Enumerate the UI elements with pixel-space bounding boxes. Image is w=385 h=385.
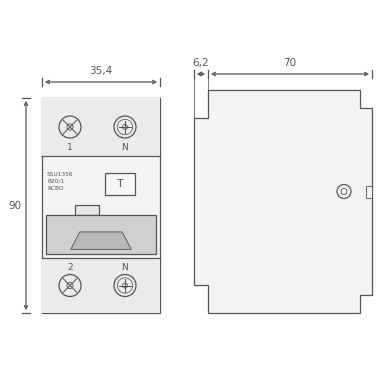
Bar: [42, 98, 160, 313]
Text: 1: 1: [67, 142, 73, 152]
Bar: [42, 258, 160, 313]
Text: N: N: [122, 142, 128, 152]
Text: RCBO: RCBO: [47, 186, 64, 191]
Text: B20/1: B20/1: [47, 179, 64, 184]
Text: 5SU1356: 5SU1356: [47, 172, 74, 177]
Text: 2: 2: [67, 263, 73, 271]
Bar: [105, 173, 135, 195]
Bar: [75, 205, 99, 215]
Text: 6,2: 6,2: [192, 58, 209, 68]
Text: 35,4: 35,4: [89, 66, 113, 76]
Text: N: N: [122, 263, 128, 271]
Bar: [42, 98, 160, 156]
Bar: [366, 186, 372, 198]
Text: 90: 90: [8, 201, 21, 211]
Polygon shape: [71, 232, 131, 249]
Text: 70: 70: [283, 58, 296, 68]
Text: T: T: [117, 179, 123, 189]
Polygon shape: [194, 90, 372, 313]
Bar: [46, 215, 156, 254]
